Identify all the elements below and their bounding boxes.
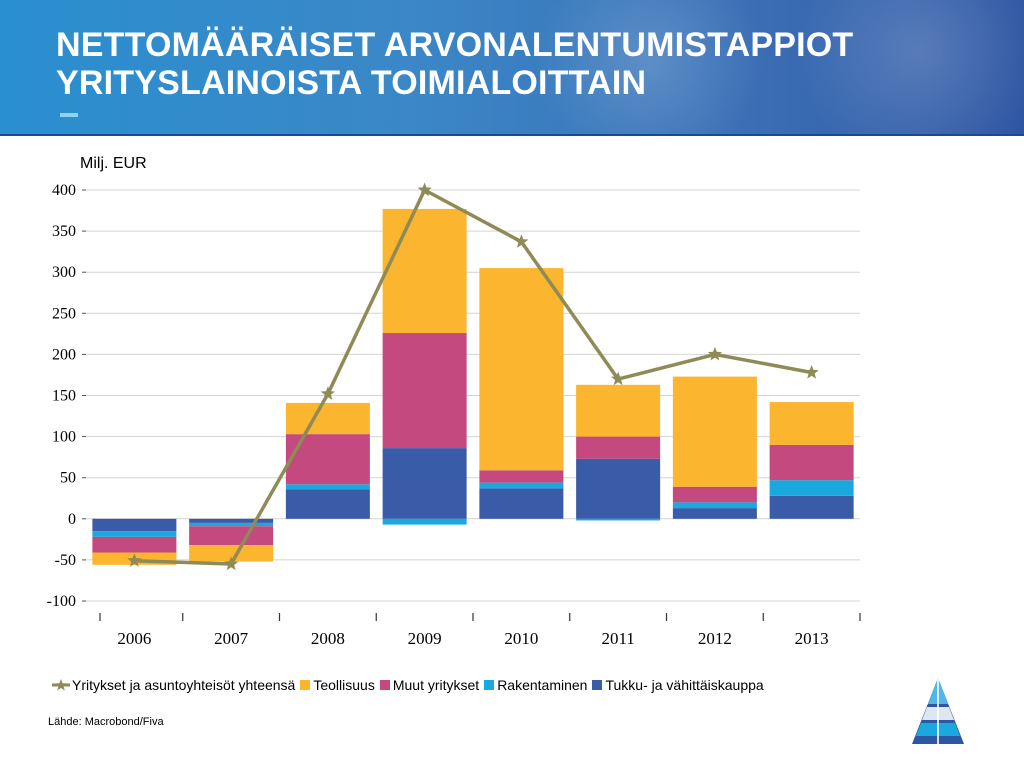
bar-segment bbox=[382, 333, 467, 449]
header-glow bbox=[520, 0, 780, 136]
bar-segment bbox=[576, 458, 661, 519]
legend-item-tukku: Tukku- ja vähittäiskauppa bbox=[592, 677, 764, 693]
bar-segment bbox=[382, 208, 467, 334]
source-note: Lähde: Macrobond/Fiva bbox=[48, 716, 164, 728]
y-tick-label: 0 bbox=[68, 511, 76, 528]
legend-item-muut-yritykset: Muut yritykset bbox=[379, 677, 480, 693]
legend-label: Rakentaminen bbox=[497, 677, 588, 693]
header-glow bbox=[780, 0, 1024, 136]
bar-segment bbox=[479, 268, 564, 471]
header-border bbox=[0, 134, 1024, 136]
chart-legend: Yritykset ja asuntoyhteisöt yhteensä Teo… bbox=[52, 674, 769, 696]
bar-segment bbox=[479, 488, 564, 519]
bar-segment bbox=[189, 526, 274, 546]
bar-segment bbox=[189, 545, 274, 562]
slide-title: NETTOMÄÄRÄISET ARVONALENTUMISTAPPIOT YRI… bbox=[56, 26, 853, 102]
bar-segment bbox=[769, 480, 854, 496]
legend-swatch bbox=[300, 680, 311, 690]
x-tick-label: 2007 bbox=[214, 629, 249, 648]
title-line-2: YRITYSLAINOISTA TOIMIALOITTAIN bbox=[56, 64, 647, 102]
y-tick-label: 50 bbox=[60, 470, 76, 487]
line-point-star bbox=[514, 234, 529, 248]
bar-segment bbox=[576, 518, 661, 521]
bar-segment bbox=[672, 486, 757, 503]
y-tick-label: -100 bbox=[47, 593, 76, 610]
x-tick-label: 2010 bbox=[504, 629, 538, 648]
y-tick-label: 400 bbox=[52, 182, 76, 199]
bar-segment bbox=[479, 470, 564, 483]
total-line bbox=[134, 188, 812, 566]
bar-segment bbox=[672, 502, 757, 509]
title-line-1: NETTOMÄÄRÄISET ARVONALENTUMISTAPPIOT bbox=[56, 26, 854, 64]
legend-item-rakentaminen: Rakentaminen bbox=[484, 677, 587, 693]
y-tick-label: 300 bbox=[52, 264, 76, 281]
legend-item-total: Yritykset ja asuntoyhteisöt yhteensä bbox=[52, 677, 295, 693]
bar-segment bbox=[769, 444, 854, 481]
line-point-star bbox=[320, 386, 335, 400]
y-tick-label: 250 bbox=[52, 305, 76, 322]
x-tick-label: 2009 bbox=[408, 629, 442, 648]
bar-segment bbox=[672, 376, 757, 487]
y-tick-label: 350 bbox=[52, 223, 76, 240]
line-point-star bbox=[707, 346, 722, 361]
y-tick-label: 200 bbox=[52, 346, 76, 363]
bar-segment bbox=[382, 448, 467, 519]
x-tick-label: 2006 bbox=[117, 629, 151, 648]
line-point-star bbox=[127, 553, 142, 567]
x-tick-label: 2011 bbox=[601, 629, 634, 648]
bar-segment bbox=[672, 508, 757, 519]
legend-label: Tukku- ja vähittäiskauppa bbox=[605, 677, 764, 693]
line-point-star bbox=[804, 365, 819, 379]
y-tick-label: -50 bbox=[55, 552, 76, 569]
legend-swatch bbox=[484, 680, 495, 690]
legend-star-icon bbox=[52, 679, 70, 691]
slide-header: NETTOMÄÄRÄISET ARVONALENTUMISTAPPIOT YRI… bbox=[0, 0, 1024, 136]
line-point-star bbox=[417, 182, 432, 197]
bar-segment bbox=[576, 384, 661, 437]
bar-segment bbox=[479, 482, 564, 489]
bar-segment bbox=[285, 489, 370, 519]
bar-segment bbox=[576, 436, 661, 459]
legend-label: Yritykset ja asuntoyhteisöt yhteensä bbox=[72, 677, 296, 693]
legend-swatch bbox=[379, 680, 390, 690]
title-underline bbox=[60, 113, 78, 117]
bar-segment bbox=[285, 402, 370, 435]
bar-segment bbox=[92, 531, 177, 537]
legend-label: Teollisuus bbox=[313, 677, 375, 693]
bar-segment bbox=[285, 484, 370, 490]
legend-item-teollisuus: Teollisuus bbox=[300, 677, 375, 693]
bar-segment bbox=[92, 518, 177, 532]
bar-segment bbox=[769, 495, 854, 519]
bar-segment bbox=[285, 434, 370, 485]
x-tick-label: 2013 bbox=[795, 629, 829, 648]
x-tick-label: 2008 bbox=[311, 629, 345, 648]
bar-segment bbox=[769, 402, 854, 445]
line-point-star bbox=[224, 556, 239, 571]
y-tick-label: 100 bbox=[52, 429, 76, 446]
legend-swatch bbox=[592, 680, 603, 690]
y-tick-label: 150 bbox=[52, 388, 76, 405]
bar-segment bbox=[189, 522, 274, 527]
bar-segment bbox=[189, 518, 274, 523]
bar-segment bbox=[382, 518, 467, 525]
x-tick-label: 2012 bbox=[698, 629, 732, 648]
y-axis-label: Milj. EUR bbox=[80, 155, 147, 172]
bar-segment bbox=[92, 536, 177, 553]
triangle-logo-icon bbox=[912, 678, 964, 744]
legend-label: Muut yritykset bbox=[392, 677, 480, 693]
line-point-star bbox=[611, 371, 626, 386]
